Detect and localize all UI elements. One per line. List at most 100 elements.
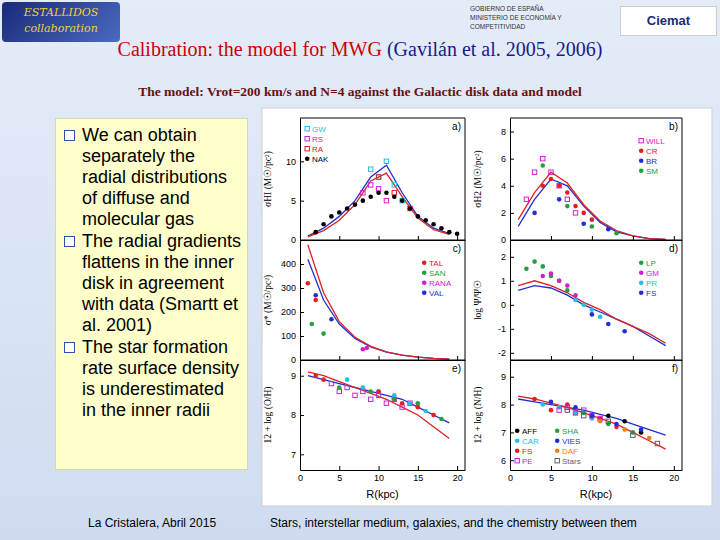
model-line [308,259,449,359]
tick-label: 0 [298,473,303,483]
panel-label: c) [453,243,461,254]
data-point [549,399,554,404]
data-point [606,227,611,232]
data-point [416,401,421,406]
model-line [518,399,665,435]
data-point [376,187,380,191]
plot-area [308,159,460,237]
data-point [524,197,528,201]
data-point [581,411,586,416]
y-axis-title: σH2 (M☉/pc²) [473,150,484,207]
data-point [565,402,570,407]
legend-item: AFF [515,427,537,436]
tick-label: 400 [281,259,296,269]
data-point [400,405,404,409]
data-point [416,214,421,219]
bullet-item: We can obtain separately the radial dist… [60,125,243,230]
tick-label: 7 [501,428,506,438]
ministry-text: GOBIERNO DE ESPAÑA [470,4,600,13]
tick-mark [418,466,419,470]
data-point [540,274,545,279]
tick [674,236,675,240]
tick: 0 [291,355,304,365]
data-point [590,217,595,222]
data-point [361,198,366,203]
data-point [376,175,380,179]
legend-marker [305,156,310,161]
data-point [557,408,561,412]
tick-mark [551,466,552,470]
data-point [606,419,610,423]
tick-label: 300 [281,283,296,293]
tick-mark [300,236,301,240]
data-point [408,401,412,405]
legend-marker [515,459,519,463]
data-point [582,408,586,412]
model-line [308,372,449,439]
tick: 0 [501,300,514,310]
tick-label: 5 [291,196,296,206]
legend-marker [639,260,644,265]
data-point [557,183,562,188]
tick-mark [510,213,514,214]
tick [551,356,552,360]
legend-item: DAF [555,447,578,456]
tick-mark [551,236,552,240]
legend-item: FS [515,447,532,456]
model-line [518,179,665,239]
tick [300,356,301,360]
tick: 5 [337,466,342,483]
data-point [606,322,611,327]
data-point [549,271,554,276]
data-point [439,226,444,231]
panel-label: b) [669,121,678,132]
tick-mark [510,186,514,187]
data-point [392,191,396,195]
tick-label: 5 [337,473,342,483]
tick-mark [592,466,593,470]
legend-item: CR [639,147,658,156]
data-point [376,389,381,394]
legend-item: SHA [555,427,579,436]
tick-mark [510,329,514,330]
data-point [361,347,366,352]
legend-label: LP [646,259,656,268]
panel-label: e) [452,363,461,374]
plot-area [518,396,665,449]
tick-mark [633,236,634,240]
legend-marker [639,290,644,295]
footer-right: Stars, interstellar medium, galaxies, an… [270,516,637,530]
plot-area [518,259,665,345]
tick-mark [379,466,380,470]
data-point [631,433,635,437]
tick [457,236,458,240]
data-point [565,405,569,409]
tick: 2 [501,208,514,218]
legend-marker [422,270,427,275]
data-point [361,389,365,393]
tick [592,356,593,360]
legend-label: RA [312,145,324,154]
legend-label: FS [522,447,532,456]
tick: 4 [501,181,514,191]
tick: 10 [374,466,384,483]
data-point [622,419,627,424]
model-line [518,396,665,449]
tick-mark [510,466,511,470]
data-point [384,401,388,405]
data-point [549,274,554,279]
legend-label: BR [646,157,657,166]
data-point [598,419,603,424]
legend: GWRSRANAK [305,125,329,164]
data-point [345,377,350,382]
y-axis: 789 [291,361,304,471]
tick: 5 [291,196,304,206]
data-point [439,417,444,422]
legend-label: VIES [562,437,580,446]
legend-marker [305,147,309,151]
tick: 20 [453,466,463,483]
frame [300,360,465,361]
data-point [590,416,595,421]
data-point [581,221,586,226]
tick-mark [418,236,419,240]
